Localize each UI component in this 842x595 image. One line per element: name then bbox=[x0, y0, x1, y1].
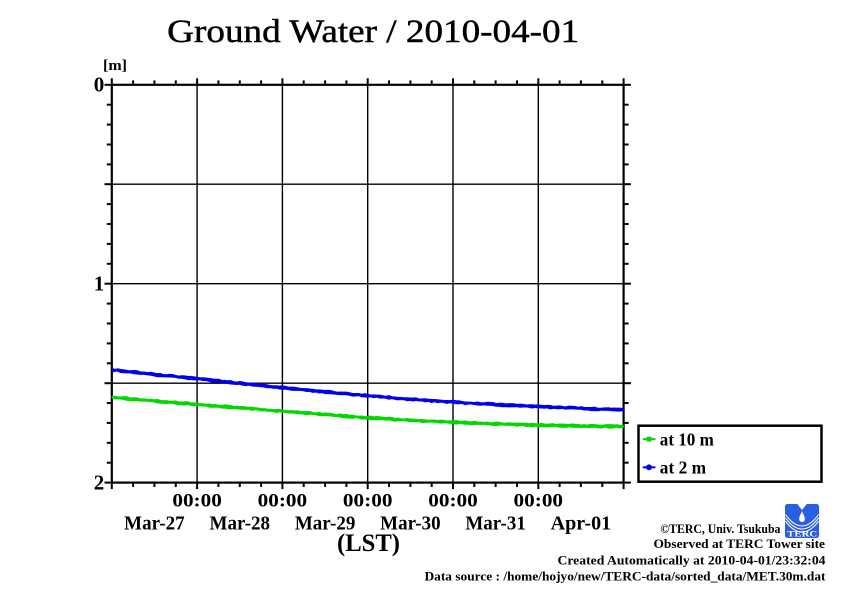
svg-text:Mar-31: Mar-31 bbox=[465, 513, 526, 535]
svg-text:00:00: 00:00 bbox=[428, 491, 478, 512]
svg-text:2: 2 bbox=[94, 471, 105, 495]
svg-text:00:00: 00:00 bbox=[258, 491, 308, 512]
svg-text:00:00: 00:00 bbox=[514, 491, 564, 512]
svg-text:Observed at TERC Tower site: Observed at TERC Tower site bbox=[654, 536, 826, 551]
svg-text:©TERC, Univ. Tsukuba: ©TERC, Univ. Tsukuba bbox=[660, 521, 780, 536]
svg-text:(LST): (LST) bbox=[337, 530, 400, 557]
svg-text:1: 1 bbox=[94, 272, 105, 296]
svg-text:Mar-28: Mar-28 bbox=[210, 513, 271, 535]
svg-text:Apr-01: Apr-01 bbox=[551, 513, 612, 535]
svg-text:at 2 m: at 2 m bbox=[660, 457, 706, 477]
svg-text:00:00: 00:00 bbox=[172, 491, 222, 512]
svg-text:Mar-27: Mar-27 bbox=[124, 513, 185, 535]
svg-text:[m]: [m] bbox=[103, 58, 127, 74]
svg-text:TERC: TERC bbox=[787, 530, 817, 539]
svg-text:Data source : /home/hojyo/new/: Data source : /home/hojyo/new/TERC-data/… bbox=[425, 569, 827, 584]
svg-text:00:00: 00:00 bbox=[343, 491, 393, 512]
svg-text:0: 0 bbox=[94, 73, 105, 97]
svg-text:Mar-29: Mar-29 bbox=[295, 513, 356, 535]
svg-text:Created Automatically at 2010-: Created Automatically at 2010-04-01/23:3… bbox=[558, 553, 827, 568]
svg-text:Ground Water / 2010-04-01: Ground Water / 2010-04-01 bbox=[167, 14, 579, 50]
svg-text:at 10 m: at 10 m bbox=[660, 429, 714, 449]
svg-text:Mar-30: Mar-30 bbox=[380, 513, 441, 535]
